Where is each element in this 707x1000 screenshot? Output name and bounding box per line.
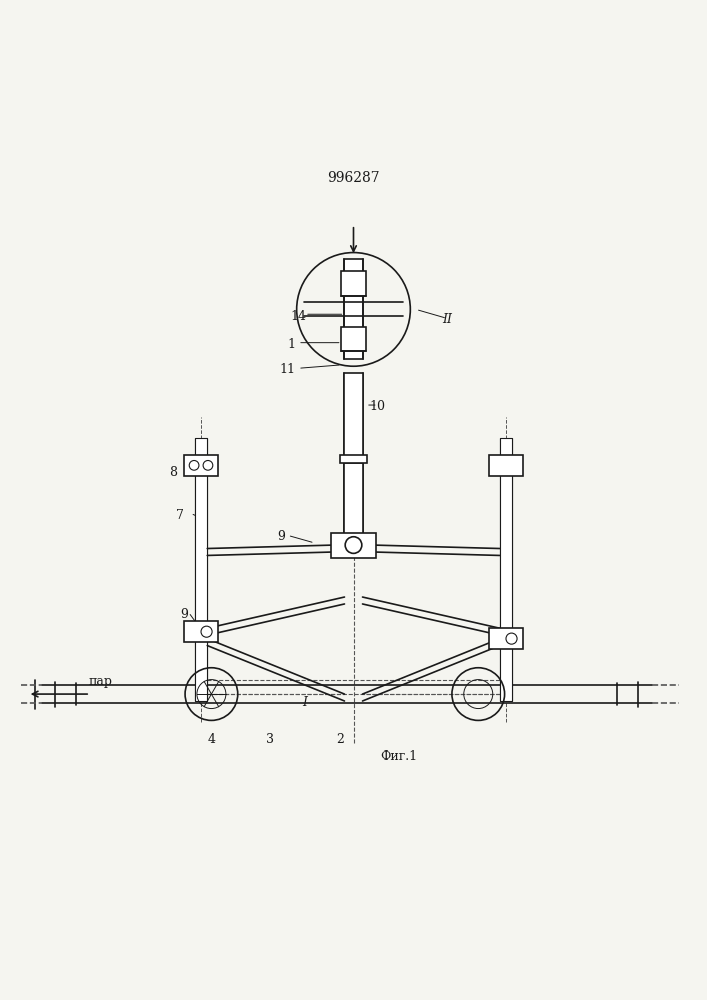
- Text: 3: 3: [267, 733, 274, 746]
- Text: 1: 1: [287, 338, 295, 351]
- Text: 996287: 996287: [327, 171, 380, 185]
- Bar: [184, 455, 218, 476]
- Bar: [489, 455, 523, 476]
- Text: 8: 8: [169, 466, 177, 479]
- Bar: [344, 373, 363, 458]
- Text: 7: 7: [176, 509, 184, 522]
- Text: II: II: [442, 313, 452, 326]
- Bar: [332, 533, 375, 558]
- Text: 9: 9: [276, 530, 285, 543]
- Bar: [339, 455, 368, 463]
- Bar: [341, 271, 366, 296]
- Text: 14: 14: [290, 310, 306, 323]
- Text: 4: 4: [207, 733, 216, 746]
- Bar: [344, 259, 363, 359]
- Text: 11: 11: [280, 363, 296, 376]
- Text: 2: 2: [336, 733, 344, 746]
- Bar: [194, 438, 207, 701]
- Text: 9: 9: [180, 608, 187, 621]
- Bar: [500, 438, 513, 701]
- Text: I: I: [303, 696, 308, 709]
- Bar: [184, 621, 218, 642]
- Bar: [344, 463, 363, 552]
- Text: Фиг.1: Фиг.1: [380, 750, 417, 763]
- Bar: [341, 327, 366, 351]
- Text: 10: 10: [370, 400, 386, 413]
- Text: пар: пар: [88, 675, 112, 688]
- Bar: [489, 628, 523, 649]
